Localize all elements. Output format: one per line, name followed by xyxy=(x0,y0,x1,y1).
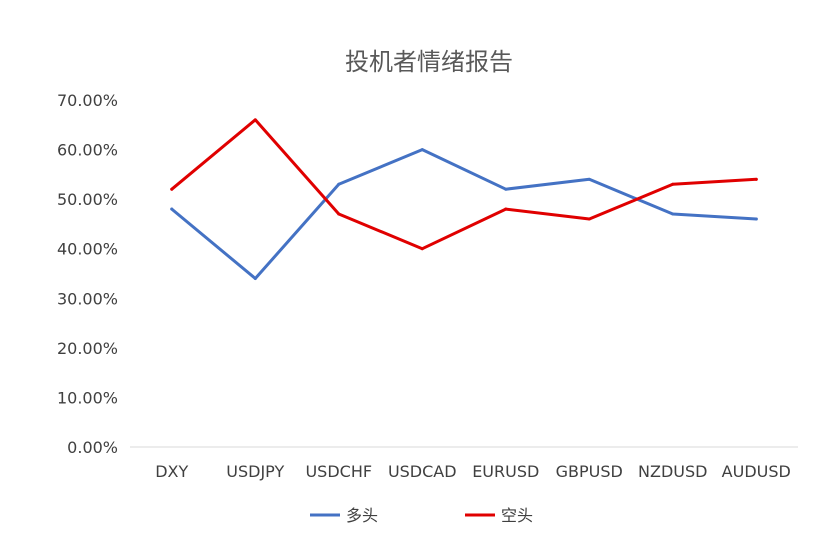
data-point xyxy=(170,207,174,211)
x-tick-label: AUDUSD xyxy=(722,462,791,481)
x-tick-label: NZDUSD xyxy=(638,462,707,481)
data-point xyxy=(671,212,675,216)
legend-label-1: 空头 xyxy=(501,506,533,525)
data-point xyxy=(587,217,591,221)
y-tick-label: 70.00% xyxy=(57,91,118,110)
data-point xyxy=(754,177,758,181)
y-tick-label: 20.00% xyxy=(57,339,118,358)
data-point xyxy=(170,187,174,191)
x-tick-label: EURUSD xyxy=(472,462,539,481)
y-axis-ticks: 0.00% 10.00% 20.00% 30.00% 40.00% 50.00% 60.00… xyxy=(57,91,118,457)
legend: 多头 空头 xyxy=(310,506,533,525)
x-tick-label: USDJPY xyxy=(226,462,284,481)
x-tick-label: GBPUSD xyxy=(556,462,623,481)
legend-label-0: 多头 xyxy=(346,506,378,525)
data-point xyxy=(504,207,508,211)
x-tick-label: DXY xyxy=(155,462,188,481)
y-tick-label: 60.00% xyxy=(57,141,118,160)
series-line-1 xyxy=(170,118,758,251)
y-tick-label: 30.00% xyxy=(57,289,118,308)
x-tick-label: USDCAD xyxy=(388,462,457,481)
y-tick-label: 0.00% xyxy=(67,438,118,457)
data-point xyxy=(337,182,341,186)
data-point xyxy=(420,148,424,152)
y-tick-label: 10.00% xyxy=(57,388,118,407)
data-point xyxy=(420,247,424,251)
y-tick-label: 50.00% xyxy=(57,190,118,209)
x-tick-label: USDCHF xyxy=(305,462,372,481)
data-point xyxy=(504,187,508,191)
chart-title: 投机者情绪报告 xyxy=(345,48,513,76)
x-axis-ticks: DXY USDJPY USDCHF USDCAD EURUSD GBPUSD NZDUSD A… xyxy=(155,462,791,481)
data-point xyxy=(671,182,675,186)
series-line-0 xyxy=(170,148,758,280)
y-tick-label: 40.00% xyxy=(57,240,118,259)
data-point xyxy=(587,177,591,181)
series-lines xyxy=(170,118,758,280)
data-point xyxy=(253,118,257,122)
data-point xyxy=(754,217,758,221)
data-point xyxy=(253,276,257,280)
data-point xyxy=(337,212,341,216)
